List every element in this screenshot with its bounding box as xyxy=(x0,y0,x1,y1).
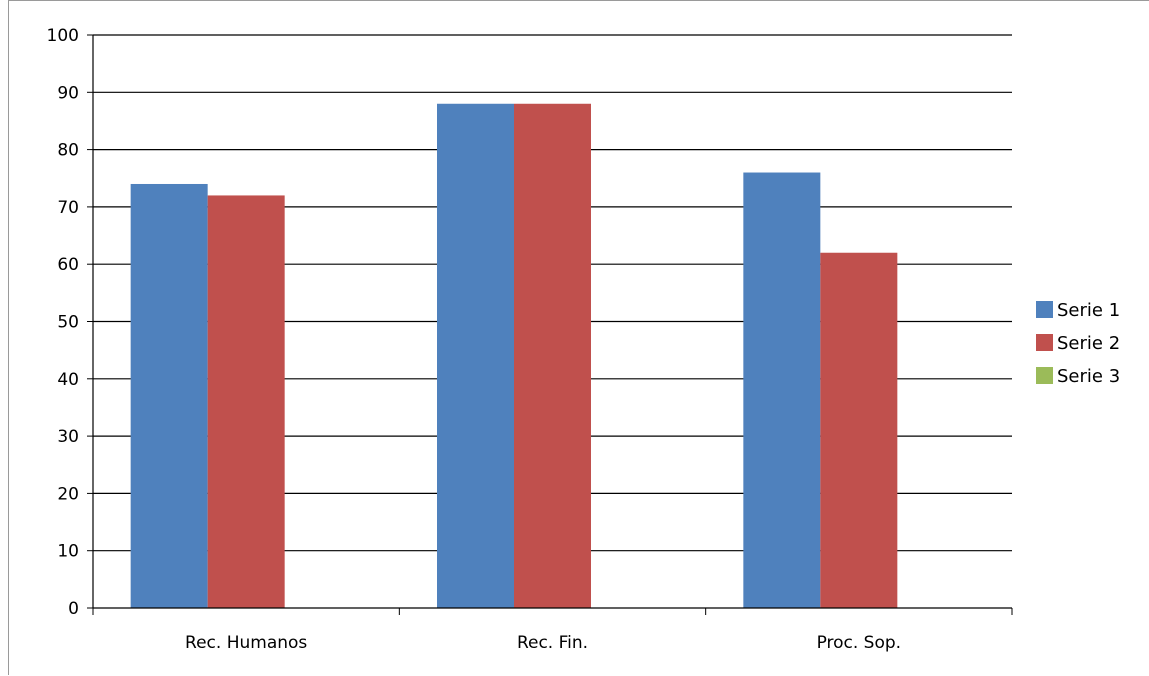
x-tick-label: Proc. Sop. xyxy=(817,633,902,653)
y-tick-label: 70 xyxy=(57,198,79,218)
x-tick-labels: Rec. Humanos Rec. Fin. Proc. Sop. xyxy=(185,633,901,653)
bar-serie-1 xyxy=(743,172,821,608)
chart-frame: 0 10 20 30 40 50 60 70 80 90 100 Rec. Humanos Rec. … xyxy=(8,0,1149,675)
bar-serie-2 xyxy=(514,103,591,608)
legend-label: Serie 3 xyxy=(1057,366,1120,387)
y-tick-label: 90 xyxy=(57,83,79,103)
bars xyxy=(130,103,898,609)
y-tick-label: 80 xyxy=(57,141,79,161)
y-tick-label: 0 xyxy=(68,599,79,619)
y-tick-label: 60 xyxy=(57,255,79,275)
y-tick-label: 100 xyxy=(47,26,79,46)
legend-swatch xyxy=(1036,301,1053,318)
y-tick-label: 50 xyxy=(57,313,79,333)
legend-label: Serie 2 xyxy=(1057,333,1120,354)
bar-serie-1 xyxy=(437,103,514,608)
legend-label: Serie 1 xyxy=(1057,300,1120,321)
bar-serie-1 xyxy=(130,183,208,609)
y-tick-label: 20 xyxy=(57,484,79,504)
axes xyxy=(87,34,1013,615)
legend: Serie 1 Serie 2 Serie 3 xyxy=(1036,300,1120,387)
y-tick-labels: 0 10 20 30 40 50 60 70 80 90 100 xyxy=(47,26,79,619)
x-tick-label: Rec. Humanos xyxy=(185,633,307,653)
bar-serie-2 xyxy=(207,195,285,608)
y-tick-label: 10 xyxy=(57,542,79,562)
legend-swatch xyxy=(1036,367,1053,384)
x-tick-label: Rec. Fin. xyxy=(517,633,588,653)
legend-swatch xyxy=(1036,334,1053,351)
bar-serie-2 xyxy=(820,252,898,609)
y-tick-label: 40 xyxy=(57,370,79,390)
y-tick-label: 30 xyxy=(57,427,79,447)
